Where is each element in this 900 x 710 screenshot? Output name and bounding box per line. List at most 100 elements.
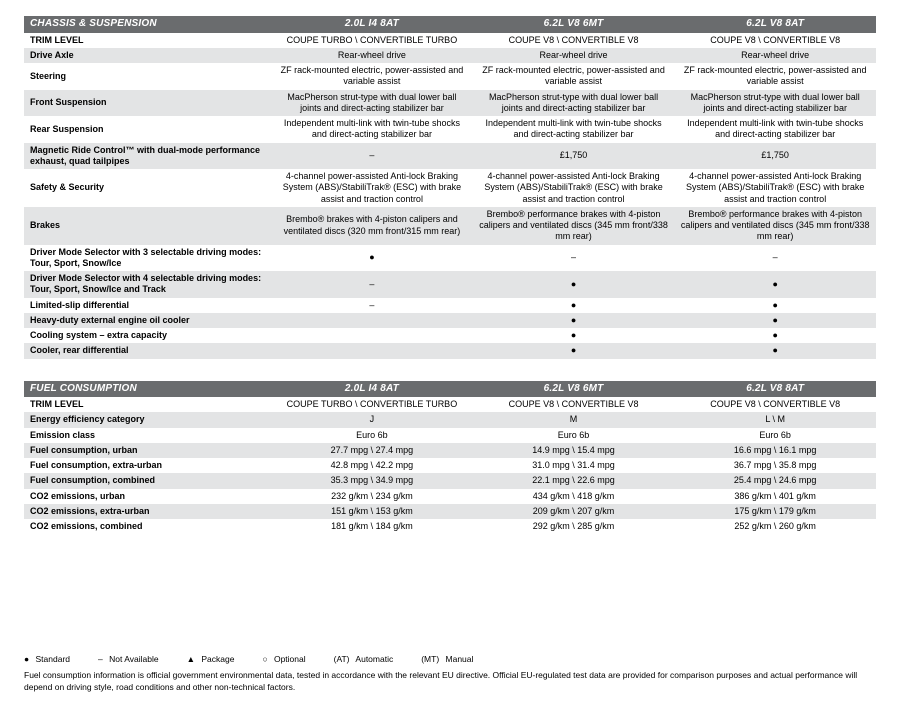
row-value: Brembo® performance brakes with 4-piston…	[473, 207, 675, 245]
row-value: COUPE V8 \ CONVERTIBLE V8	[674, 397, 876, 412]
row-value: –	[674, 245, 876, 272]
legend-symbol: (MT)	[421, 654, 439, 666]
row-value: COUPE V8 \ CONVERTIBLE V8	[674, 33, 876, 48]
row-label: CO2 emissions, combined	[24, 519, 271, 534]
table-row: CO2 emissions, extra-urban151 g/km \ 153…	[24, 504, 876, 519]
row-label: Front Suspension	[24, 90, 271, 117]
row-value: ●	[473, 328, 675, 343]
row-value: –	[473, 245, 675, 272]
table-row: Limited-slip differential–●●	[24, 298, 876, 313]
row-value	[271, 343, 473, 358]
row-label: Drive Axle	[24, 48, 271, 63]
legend-item: ● Standard	[24, 654, 70, 666]
engine-column-header: 6.2L V8 6MT	[473, 16, 675, 33]
legend-symbol: (AT)	[334, 654, 350, 666]
row-value: Independent multi-link with twin-tube sh…	[473, 116, 675, 143]
row-value: –	[271, 271, 473, 298]
row-label: Cooler, rear differential	[24, 343, 271, 358]
row-value: –	[271, 143, 473, 170]
row-label: Steering	[24, 63, 271, 90]
row-value: ●	[674, 343, 876, 358]
table-row: Drive AxleRear-wheel driveRear-wheel dri…	[24, 48, 876, 63]
row-value: 22.1 mpg \ 22.6 mpg	[473, 473, 675, 488]
row-value: Rear-wheel drive	[271, 48, 473, 63]
row-value: Brembo® performance brakes with 4-piston…	[674, 207, 876, 245]
row-label: Cooling system – extra capacity	[24, 328, 271, 343]
section-title: CHASSIS & SUSPENSION	[24, 16, 271, 33]
legend-item: ○ Optional	[262, 654, 305, 666]
row-value: 209 g/km \ 207 g/km	[473, 504, 675, 519]
row-value: Brembo® brakes with 4-piston calipers an…	[271, 207, 473, 245]
table-row: Fuel consumption, combined35.3 mpg \ 34.…	[24, 473, 876, 488]
table-row: Heavy-duty external engine oil cooler●●	[24, 313, 876, 328]
row-value: ●	[674, 271, 876, 298]
engine-column-header: 6.2L V8 8AT	[674, 381, 876, 398]
table-row: Cooling system – extra capacity●●	[24, 328, 876, 343]
legend-footnote: Fuel consumption information is official…	[24, 670, 876, 694]
table-row: Driver Mode Selector with 4 selectable d…	[24, 271, 876, 298]
row-value: MacPherson strut-type with dual lower ba…	[473, 90, 675, 117]
row-value: 27.7 mpg \ 27.4 mpg	[271, 443, 473, 458]
row-value: ●	[271, 245, 473, 272]
row-label: Rear Suspension	[24, 116, 271, 143]
row-value: ZF rack-mounted electric, power-assisted…	[271, 63, 473, 90]
row-value: £1,750	[473, 143, 675, 170]
row-value: COUPE V8 \ CONVERTIBLE V8	[473, 33, 675, 48]
legend-symbol: –	[98, 654, 103, 666]
table-row: BrakesBrembo® brakes with 4-piston calip…	[24, 207, 876, 245]
section-header-row: FUEL CONSUMPTION2.0L I4 8AT6.2L V8 6MT6.…	[24, 381, 876, 398]
row-label: TRIM LEVEL	[24, 397, 271, 412]
row-label: Energy efficiency category	[24, 412, 271, 427]
row-value: 151 g/km \ 153 g/km	[271, 504, 473, 519]
row-value: COUPE TURBO \ CONVERTIBLE TURBO	[271, 397, 473, 412]
row-value: ●	[674, 313, 876, 328]
row-label: Limited-slip differential	[24, 298, 271, 313]
row-value: Rear-wheel drive	[473, 48, 675, 63]
spec-table: FUEL CONSUMPTION2.0L I4 8AT6.2L V8 6MT6.…	[24, 381, 876, 535]
row-value: 14.9 mpg \ 15.4 mpg	[473, 443, 675, 458]
row-value: 175 g/km \ 179 g/km	[674, 504, 876, 519]
row-value: M	[473, 412, 675, 427]
table-row: SteeringZF rack-mounted electric, power-…	[24, 63, 876, 90]
row-value: 4-channel power-assisted Anti-lock Braki…	[473, 169, 675, 207]
section-header-row: CHASSIS & SUSPENSION2.0L I4 8AT6.2L V8 6…	[24, 16, 876, 33]
engine-column-header: 6.2L V8 8AT	[674, 16, 876, 33]
table-row: Rear SuspensionIndependent multi-link wi…	[24, 116, 876, 143]
row-label: Driver Mode Selector with 3 selectable d…	[24, 245, 271, 272]
row-value: Euro 6b	[674, 428, 876, 443]
row-value: ZF rack-mounted electric, power-assisted…	[473, 63, 675, 90]
row-label: Safety & Security	[24, 169, 271, 207]
row-value: 4-channel power-assisted Anti-lock Braki…	[271, 169, 473, 207]
row-value: 181 g/km \ 184 g/km	[271, 519, 473, 534]
table-row: Emission classEuro 6bEuro 6bEuro 6b	[24, 428, 876, 443]
table-row: CO2 emissions, urban232 g/km \ 234 g/km4…	[24, 489, 876, 504]
row-value: L \ M	[674, 412, 876, 427]
row-value	[271, 328, 473, 343]
row-label: Fuel consumption, urban	[24, 443, 271, 458]
row-value: ZF rack-mounted electric, power-assisted…	[674, 63, 876, 90]
table-row: TRIM LEVELCOUPE TURBO \ CONVERTIBLE TURB…	[24, 33, 876, 48]
table-row: Magnetic Ride Control™ with dual-mode pe…	[24, 143, 876, 170]
row-label: Magnetic Ride Control™ with dual-mode pe…	[24, 143, 271, 170]
row-value: Independent multi-link with twin-tube sh…	[271, 116, 473, 143]
row-value	[271, 313, 473, 328]
row-value: Rear-wheel drive	[674, 48, 876, 63]
row-value: COUPE TURBO \ CONVERTIBLE TURBO	[271, 33, 473, 48]
legend-item: – Not Available	[98, 654, 159, 666]
row-value: Euro 6b	[473, 428, 675, 443]
row-value: 434 g/km \ 418 g/km	[473, 489, 675, 504]
row-label: Emission class	[24, 428, 271, 443]
row-value: £1,750	[674, 143, 876, 170]
row-value: 42.8 mpg \ 42.2 mpg	[271, 458, 473, 473]
table-row: Cooler, rear differential●●	[24, 343, 876, 358]
row-value: Independent multi-link with twin-tube sh…	[674, 116, 876, 143]
row-value: ●	[473, 298, 675, 313]
table-row: CO2 emissions, combined181 g/km \ 184 g/…	[24, 519, 876, 534]
row-label: Fuel consumption, extra-urban	[24, 458, 271, 473]
row-label: Driver Mode Selector with 4 selectable d…	[24, 271, 271, 298]
row-value: 4-channel power-assisted Anti-lock Braki…	[674, 169, 876, 207]
row-value: 16.6 mpg \ 16.1 mpg	[674, 443, 876, 458]
row-value: 292 g/km \ 285 g/km	[473, 519, 675, 534]
row-value: ●	[674, 298, 876, 313]
row-label: Heavy-duty external engine oil cooler	[24, 313, 271, 328]
